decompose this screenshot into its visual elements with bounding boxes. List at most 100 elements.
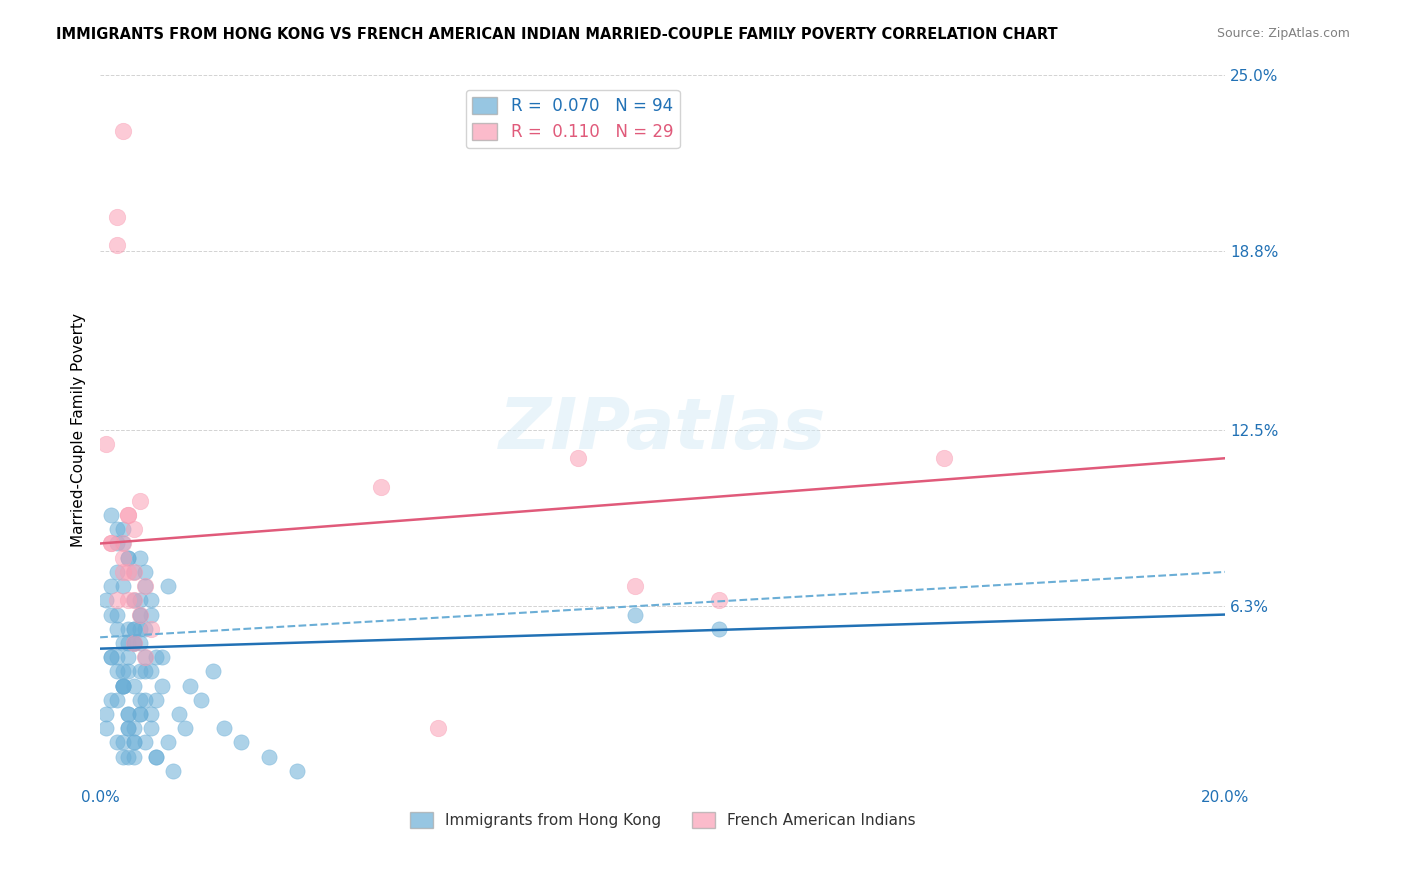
Point — [285, 764, 308, 778]
Point — [122, 749, 145, 764]
Point — [100, 508, 122, 522]
Point — [100, 536, 122, 550]
Point — [117, 636, 139, 650]
Point — [122, 593, 145, 607]
Point — [128, 494, 150, 508]
Point — [707, 593, 730, 607]
Point — [134, 579, 156, 593]
Point — [122, 565, 145, 579]
Point — [139, 622, 162, 636]
Point — [122, 622, 145, 636]
Point — [117, 508, 139, 522]
Point — [111, 550, 134, 565]
Point — [105, 522, 128, 536]
Point — [100, 693, 122, 707]
Point — [134, 650, 156, 665]
Point — [229, 735, 252, 749]
Point — [105, 735, 128, 749]
Point — [100, 607, 122, 622]
Point — [145, 749, 167, 764]
Point — [128, 593, 150, 607]
Point — [145, 693, 167, 707]
Point — [111, 679, 134, 693]
Point — [173, 721, 195, 735]
Point — [111, 679, 134, 693]
Point — [105, 565, 128, 579]
Point — [117, 593, 139, 607]
Point — [179, 679, 201, 693]
Point — [150, 650, 173, 665]
Point — [128, 550, 150, 565]
Point — [117, 550, 139, 565]
Point — [117, 650, 139, 665]
Point — [150, 679, 173, 693]
Point — [190, 693, 212, 707]
Point — [117, 622, 139, 636]
Point — [145, 749, 167, 764]
Point — [105, 238, 128, 252]
Point — [128, 706, 150, 721]
Text: Source: ZipAtlas.com: Source: ZipAtlas.com — [1216, 27, 1350, 40]
Point — [105, 536, 128, 550]
Point — [122, 679, 145, 693]
Point — [111, 124, 134, 138]
Point — [128, 665, 150, 679]
Point — [111, 749, 134, 764]
Point — [105, 210, 128, 224]
Point — [100, 579, 122, 593]
Point — [128, 607, 150, 622]
Point — [100, 536, 122, 550]
Point — [105, 693, 128, 707]
Point — [128, 607, 150, 622]
Y-axis label: Married-Couple Family Poverty: Married-Couple Family Poverty — [72, 313, 86, 547]
Point — [111, 679, 134, 693]
Point — [111, 735, 134, 749]
Point — [122, 735, 145, 749]
Point — [162, 764, 184, 778]
Point — [128, 607, 150, 622]
Point — [117, 706, 139, 721]
Point — [117, 721, 139, 735]
Point — [932, 451, 955, 466]
Point — [117, 550, 139, 565]
Point — [122, 735, 145, 749]
Point — [111, 536, 134, 550]
Point — [128, 636, 150, 650]
Point — [134, 565, 156, 579]
Point — [370, 480, 392, 494]
Point — [156, 735, 179, 749]
Point — [117, 508, 139, 522]
Point — [117, 665, 139, 679]
Point — [426, 721, 449, 735]
Point — [111, 679, 134, 693]
Text: ZIPatlas: ZIPatlas — [499, 395, 827, 465]
Point — [122, 721, 145, 735]
Point — [122, 522, 145, 536]
Point — [122, 593, 145, 607]
Point — [100, 650, 122, 665]
Point — [145, 650, 167, 665]
Point — [122, 636, 145, 650]
Point — [105, 593, 128, 607]
Point — [139, 706, 162, 721]
Point — [111, 665, 134, 679]
Point — [134, 693, 156, 707]
Point — [111, 565, 134, 579]
Point — [134, 622, 156, 636]
Point — [117, 706, 139, 721]
Point — [122, 636, 145, 650]
Point — [134, 650, 156, 665]
Point — [111, 636, 134, 650]
Point — [128, 622, 150, 636]
Legend: Immigrants from Hong Kong, French American Indians: Immigrants from Hong Kong, French Americ… — [404, 806, 921, 834]
Point — [623, 579, 645, 593]
Point — [105, 622, 128, 636]
Point — [117, 565, 139, 579]
Point — [122, 622, 145, 636]
Point — [117, 749, 139, 764]
Point — [139, 721, 162, 735]
Point — [257, 749, 280, 764]
Point — [134, 579, 156, 593]
Point — [122, 636, 145, 650]
Point — [100, 650, 122, 665]
